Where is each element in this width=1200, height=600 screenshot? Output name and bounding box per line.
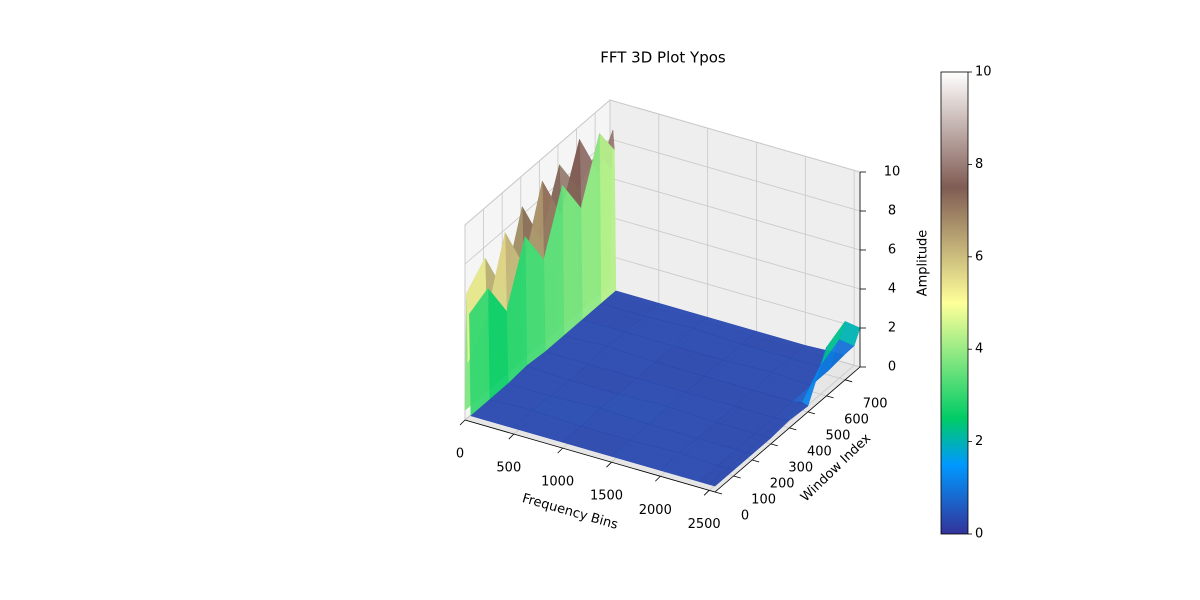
colorbar-tick-label: 0 <box>975 527 983 542</box>
x-tick <box>459 419 466 426</box>
grid-line <box>609 177 861 251</box>
grid-line <box>609 255 861 329</box>
x-tick-label: 500 <box>496 461 521 476</box>
grid-line <box>464 99 611 226</box>
grid-line <box>609 99 861 173</box>
x-tick <box>557 447 563 454</box>
z-tick-label: 2 <box>888 321 896 336</box>
z-axis-label: Amplitude <box>916 230 931 297</box>
x-tick <box>655 475 661 482</box>
x-axis-line <box>464 419 716 493</box>
colorbar-tick-label: 8 <box>975 157 983 172</box>
x-tick <box>508 433 515 440</box>
y-tick <box>807 411 816 415</box>
colorbar <box>940 71 969 535</box>
y-tick <box>826 395 834 399</box>
x-tick-label: 2500 <box>688 517 721 532</box>
colorbar-tick-label: 6 <box>975 249 983 264</box>
z-tick-label: 10 <box>884 165 901 180</box>
chart-title: FFT 3D Plot Ypos <box>600 49 726 67</box>
y-tick <box>845 379 853 383</box>
y-tick <box>733 475 741 479</box>
y-tick <box>714 491 723 495</box>
colorbar-tick-label: 2 <box>975 434 983 449</box>
y-tick <box>770 443 778 447</box>
y-tick-label: 600 <box>844 412 869 427</box>
z-tick-label: 8 <box>888 204 896 219</box>
z-tick-label: 0 <box>888 360 896 375</box>
y-tick-label: 300 <box>788 460 813 475</box>
y-tick-label: 100 <box>751 492 776 507</box>
x-tick-label: 2000 <box>639 503 672 518</box>
y-axis-line <box>714 366 861 493</box>
x-tick <box>606 461 612 468</box>
grid-line <box>609 216 861 290</box>
x-tick-label: 1000 <box>541 475 574 490</box>
y-tick-label: 0 <box>741 509 749 524</box>
x-tick-label: 0 <box>456 447 464 462</box>
grid-line <box>609 138 861 212</box>
y-tick-label: 500 <box>826 428 851 443</box>
z-tick-label: 4 <box>888 282 896 297</box>
y-tick <box>789 427 797 431</box>
y-tick-label: 400 <box>807 444 832 459</box>
x-tick <box>703 490 710 496</box>
y-tick-label: 200 <box>770 476 795 491</box>
colorbar-tick-label: 4 <box>975 342 983 357</box>
y-tick <box>752 459 760 463</box>
surface-cell <box>599 132 617 305</box>
colorbar-tick-label: 10 <box>975 65 992 80</box>
surface-cell <box>708 468 735 487</box>
z-tick-label: 6 <box>888 243 896 258</box>
surface-cell <box>562 184 583 337</box>
y-tick-label: 700 <box>863 396 888 411</box>
x-tick-label: 1500 <box>590 489 623 504</box>
